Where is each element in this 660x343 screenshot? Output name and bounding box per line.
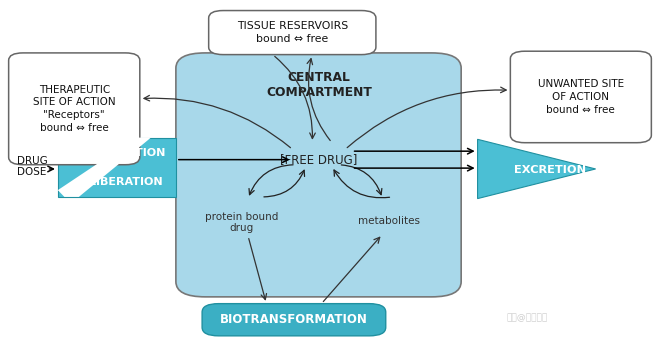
- Polygon shape: [478, 139, 595, 199]
- Text: LIBERATION: LIBERATION: [88, 177, 162, 187]
- Text: metabolites: metabolites: [358, 216, 420, 226]
- Text: TISSUE RESERVOIRS
bound ⇔ free: TISSUE RESERVOIRS bound ⇔ free: [237, 21, 348, 44]
- FancyBboxPatch shape: [209, 11, 376, 55]
- FancyBboxPatch shape: [202, 304, 385, 336]
- FancyBboxPatch shape: [176, 53, 461, 297]
- Text: CENTRAL
COMPARTMENT: CENTRAL COMPARTMENT: [266, 71, 372, 99]
- Text: BIOTRANSFORMATION: BIOTRANSFORMATION: [220, 313, 368, 326]
- Text: ABSORPTION: ABSORPTION: [84, 148, 166, 158]
- FancyBboxPatch shape: [9, 53, 140, 165]
- FancyBboxPatch shape: [510, 51, 651, 143]
- Text: THERAPEUTIC
SITE OF ACTION
"Receptors"
bound ⇔ free: THERAPEUTIC SITE OF ACTION "Receptors" b…: [33, 85, 115, 133]
- Text: EXCRETION: EXCRETION: [513, 165, 586, 175]
- Text: UNWANTED SITE
OF ACTION
bound ⇔ free: UNWANTED SITE OF ACTION bound ⇔ free: [538, 79, 624, 115]
- Text: 知乎@爱模拟哦: 知乎@爱模拟哦: [506, 313, 547, 322]
- Text: protein bound
drug: protein bound drug: [205, 212, 278, 233]
- Text: DRUG
DOSE: DRUG DOSE: [16, 156, 48, 177]
- Text: [FREE DRUG]: [FREE DRUG]: [280, 153, 358, 166]
- Polygon shape: [58, 138, 176, 197]
- Polygon shape: [58, 138, 151, 197]
